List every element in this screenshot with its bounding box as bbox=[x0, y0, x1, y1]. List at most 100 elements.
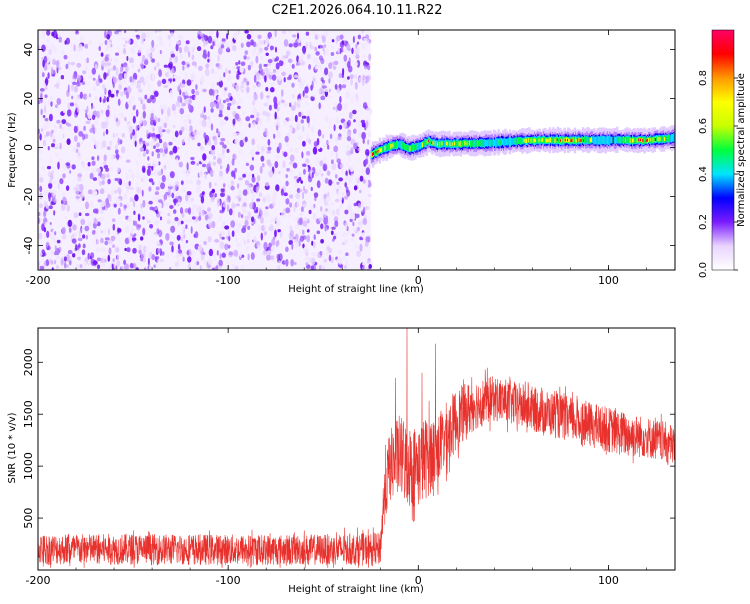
noise-speckle bbox=[304, 86, 309, 94]
noise-speckle bbox=[154, 168, 157, 173]
noise-speckle bbox=[237, 211, 241, 218]
noise-speckle bbox=[255, 151, 260, 155]
noise-speckle bbox=[40, 92, 43, 99]
noise-speckle bbox=[258, 63, 263, 71]
noise-speckle bbox=[39, 185, 43, 193]
noise-speckle bbox=[72, 224, 77, 231]
noise-speckle bbox=[305, 158, 310, 164]
noise-speckle bbox=[336, 181, 340, 185]
noise-speckle bbox=[163, 193, 168, 200]
spectrogram-x-tick-label: -200 bbox=[26, 274, 51, 287]
noise-speckle bbox=[311, 80, 314, 89]
noise-speckle bbox=[232, 66, 236, 70]
noise-speckle bbox=[85, 234, 89, 240]
noise-speckle bbox=[94, 64, 98, 70]
noise-speckle bbox=[270, 217, 276, 224]
noise-speckle bbox=[180, 237, 184, 242]
noise-speckle bbox=[298, 189, 303, 193]
noise-speckle bbox=[167, 188, 171, 195]
noise-speckle bbox=[94, 118, 99, 126]
noise-speckle bbox=[135, 109, 139, 117]
noise-speckle bbox=[83, 125, 86, 131]
noise-speckle bbox=[346, 136, 352, 142]
noise-speckle bbox=[320, 95, 326, 101]
noise-speckle bbox=[82, 93, 88, 100]
noise-speckle bbox=[245, 246, 250, 251]
noise-speckle bbox=[203, 39, 206, 48]
noise-speckle bbox=[50, 101, 53, 107]
noise-speckle bbox=[132, 115, 136, 124]
noise-speckle bbox=[201, 119, 207, 128]
noise-speckle bbox=[245, 116, 251, 122]
noise-speckle bbox=[170, 53, 175, 58]
noise-speckle bbox=[126, 37, 131, 45]
noise-speckle bbox=[321, 264, 324, 270]
noise-speckle bbox=[196, 46, 202, 52]
noise-speckle bbox=[85, 212, 90, 217]
noise-speckle bbox=[238, 149, 244, 155]
noise-speckle bbox=[133, 41, 138, 49]
noise-speckle bbox=[139, 209, 143, 215]
noise-speckle bbox=[77, 74, 82, 82]
noise-speckle bbox=[155, 206, 158, 211]
noise-speckle bbox=[116, 166, 121, 173]
noise-speckle bbox=[354, 61, 358, 67]
noise-speckle bbox=[74, 85, 78, 93]
noise-speckle bbox=[151, 166, 154, 171]
noise-speckle bbox=[126, 188, 130, 194]
noise-speckle bbox=[48, 48, 53, 56]
noise-speckle bbox=[67, 61, 70, 66]
noise-speckle bbox=[362, 167, 365, 175]
noise-speckle bbox=[293, 236, 297, 240]
noise-speckle bbox=[365, 120, 369, 128]
noise-speckle bbox=[130, 111, 134, 119]
noise-speckle bbox=[85, 112, 88, 119]
noise-speckle bbox=[240, 61, 246, 67]
noise-speckle bbox=[355, 35, 358, 41]
noise-speckle bbox=[256, 198, 261, 202]
noise-speckle bbox=[44, 94, 48, 98]
noise-speckle bbox=[322, 163, 328, 172]
noise-speckle bbox=[54, 251, 57, 256]
noise-speckle bbox=[43, 261, 47, 267]
noise-speckle bbox=[367, 132, 372, 138]
noise-speckle bbox=[139, 137, 143, 143]
noise-speckle bbox=[360, 119, 365, 124]
noise-speckle bbox=[352, 227, 356, 233]
noise-speckle bbox=[129, 76, 133, 83]
noise-speckle bbox=[312, 240, 316, 249]
noise-speckle bbox=[331, 61, 336, 66]
noise-speckle bbox=[341, 40, 344, 45]
noise-speckle bbox=[238, 177, 243, 181]
noise-speckle bbox=[154, 90, 159, 97]
noise-speckle bbox=[207, 35, 213, 44]
noise-speckle bbox=[298, 75, 302, 82]
noise-speckle bbox=[252, 99, 256, 106]
signal-track-cell bbox=[436, 142, 440, 146]
noise-speckle bbox=[278, 171, 281, 174]
snr-y-axis-title: SNR (10 * v/v) bbox=[7, 412, 18, 483]
noise-speckle bbox=[121, 37, 127, 41]
noise-speckle bbox=[43, 55, 48, 64]
noise-speckle bbox=[55, 152, 59, 157]
noise-speckle bbox=[51, 143, 55, 148]
noise-speckle bbox=[181, 60, 186, 66]
noise-speckle bbox=[169, 241, 174, 246]
noise-speckle bbox=[66, 109, 72, 117]
noise-speckle bbox=[145, 75, 149, 84]
noise-speckle bbox=[198, 215, 202, 221]
noise-speckle bbox=[98, 141, 101, 145]
noise-speckle bbox=[212, 171, 215, 176]
noise-speckle bbox=[244, 30, 250, 34]
colorbar-label: Normalized spectral amplitude bbox=[736, 73, 747, 227]
noise-speckle bbox=[368, 108, 373, 115]
noise-speckle bbox=[232, 131, 237, 137]
noise-speckle bbox=[153, 172, 156, 176]
noise-speckle bbox=[180, 83, 186, 88]
noise-speckle bbox=[266, 254, 271, 261]
noise-speckle bbox=[250, 252, 255, 260]
noise-speckle bbox=[87, 162, 91, 167]
noise-speckle bbox=[210, 62, 213, 66]
noise-speckle bbox=[119, 202, 123, 207]
